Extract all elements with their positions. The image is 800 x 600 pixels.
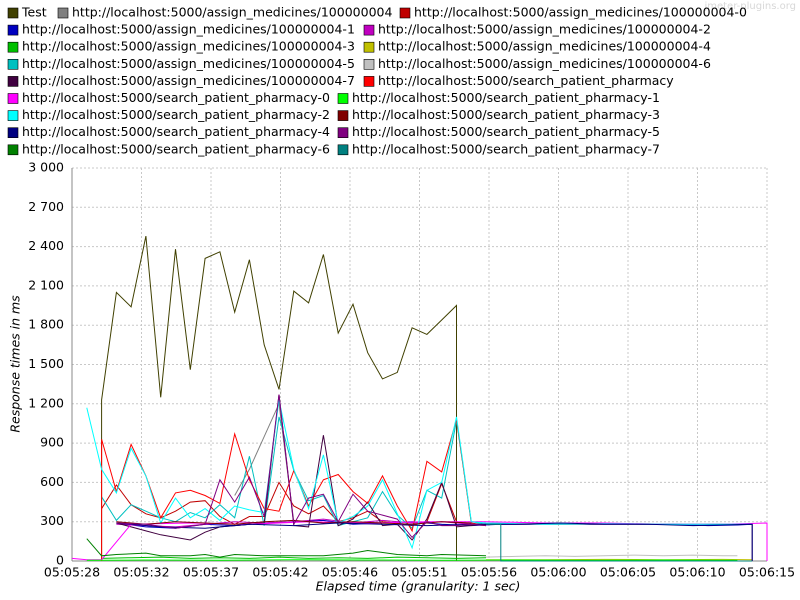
legend-label: http://localhost:5000/search_patient_pha…	[22, 107, 330, 122]
legend-swatch	[7, 24, 19, 36]
x-tick-label: 05:05:56	[461, 565, 517, 580]
y-tick-label: 2 400	[28, 238, 64, 253]
series-line	[101, 416, 487, 530]
series-line	[86, 538, 487, 558]
legend-label: http://localhost:5000/search_patient_pha…	[22, 141, 330, 156]
legend-swatch	[7, 110, 19, 121]
legend-label: http://localhost:5000/search_patient_pha…	[378, 73, 674, 88]
y-tick-label: 0	[56, 553, 64, 568]
legend-swatch	[363, 76, 375, 87]
legend-swatch	[7, 58, 19, 70]
legend-swatch	[337, 144, 349, 156]
watermark: jmeter-plugins.org	[703, 1, 796, 12]
x-tick-label: 05:05:42	[252, 565, 308, 580]
y-axis-label: Response times in ms	[8, 295, 23, 433]
legend-swatch	[7, 127, 19, 138]
x-tick-label: 05:06:05	[600, 565, 656, 580]
legend-swatch	[7, 93, 19, 104]
x-axis-label: Elapsed time (granularity: 1 sec)	[316, 579, 521, 594]
y-tick-label: 1 800	[28, 317, 64, 332]
legend-label: http://localhost:5000/search_patient_pha…	[352, 124, 660, 139]
legend-label: http://localhost:5000/search_patient_pha…	[352, 141, 660, 156]
legend-swatch	[7, 76, 19, 87]
legend-swatch	[337, 127, 349, 138]
legend-swatch	[7, 41, 19, 53]
legend-swatch	[337, 110, 349, 121]
legend-label: Test	[21, 5, 47, 20]
series-line	[116, 394, 487, 539]
legend-label: http://localhost:5000/assign_medicines/1…	[378, 56, 711, 71]
legend-swatch	[399, 7, 411, 19]
x-tick-label: 05:05:32	[113, 565, 169, 580]
legend-swatch	[57, 7, 69, 19]
y-tick-label: 3 000	[28, 160, 64, 175]
series-line	[101, 556, 487, 559]
x-tick-label: 05:05:46	[322, 565, 378, 580]
y-tick-label: 600	[40, 474, 64, 489]
series-line	[116, 394, 753, 561]
legend-label: http://localhost:5000/assign_medicines/1…	[414, 5, 747, 20]
x-tick-label: 05:05:51	[391, 565, 447, 580]
series-line	[101, 419, 487, 561]
legend-swatch	[363, 58, 375, 70]
legend-label: http://localhost:5000/search_patient_pha…	[352, 90, 660, 105]
legend-swatch	[363, 24, 375, 36]
legend-label: http://localhost:5000/assign_medicines/1…	[22, 73, 355, 88]
legend-swatch	[7, 7, 19, 19]
y-tick-label: 2 100	[28, 277, 64, 292]
x-tick-label: 05:06:10	[669, 565, 725, 580]
series-line	[486, 523, 753, 562]
y-tick-label: 1 500	[28, 356, 64, 371]
legend-label: http://localhost:5000/assign_medicines/1…	[378, 22, 711, 37]
series-line	[485, 554, 738, 558]
x-tick-label: 05:05:28	[44, 565, 100, 580]
x-tick-label: 05:06:15	[739, 565, 795, 580]
x-tick-label: 05:06:00	[530, 565, 586, 580]
legend-label: http://localhost:5000/assign_medicines/1…	[22, 56, 355, 71]
legend-label: http://localhost:5000/assign_medicines/1…	[378, 39, 711, 54]
y-tick-label: 300	[40, 513, 64, 528]
legend-swatch	[7, 144, 19, 156]
legend-label: http://localhost:5000/search_patient_pha…	[22, 90, 330, 105]
y-tick-label: 900	[40, 435, 64, 450]
legend-swatch	[363, 41, 375, 53]
y-tick-label: 1 200	[28, 395, 64, 410]
legend-label: http://localhost:5000/assign_medicines/1…	[72, 5, 392, 20]
series-line	[86, 399, 753, 550]
legend-label: http://localhost:5000/search_patient_pha…	[352, 107, 660, 122]
series-line	[116, 522, 753, 561]
legend-label: http://localhost:5000/search_patient_pha…	[22, 124, 330, 139]
legend-label: http://localhost:5000/assign_medicines/1…	[22, 22, 355, 37]
legend-swatch	[337, 93, 349, 104]
y-tick-label: 2 700	[28, 199, 64, 214]
series-line	[86, 559, 738, 561]
legend-label: http://localhost:5000/assign_medicines/1…	[22, 39, 355, 54]
series-line	[101, 235, 457, 561]
x-tick-label: 05:05:37	[183, 565, 239, 580]
